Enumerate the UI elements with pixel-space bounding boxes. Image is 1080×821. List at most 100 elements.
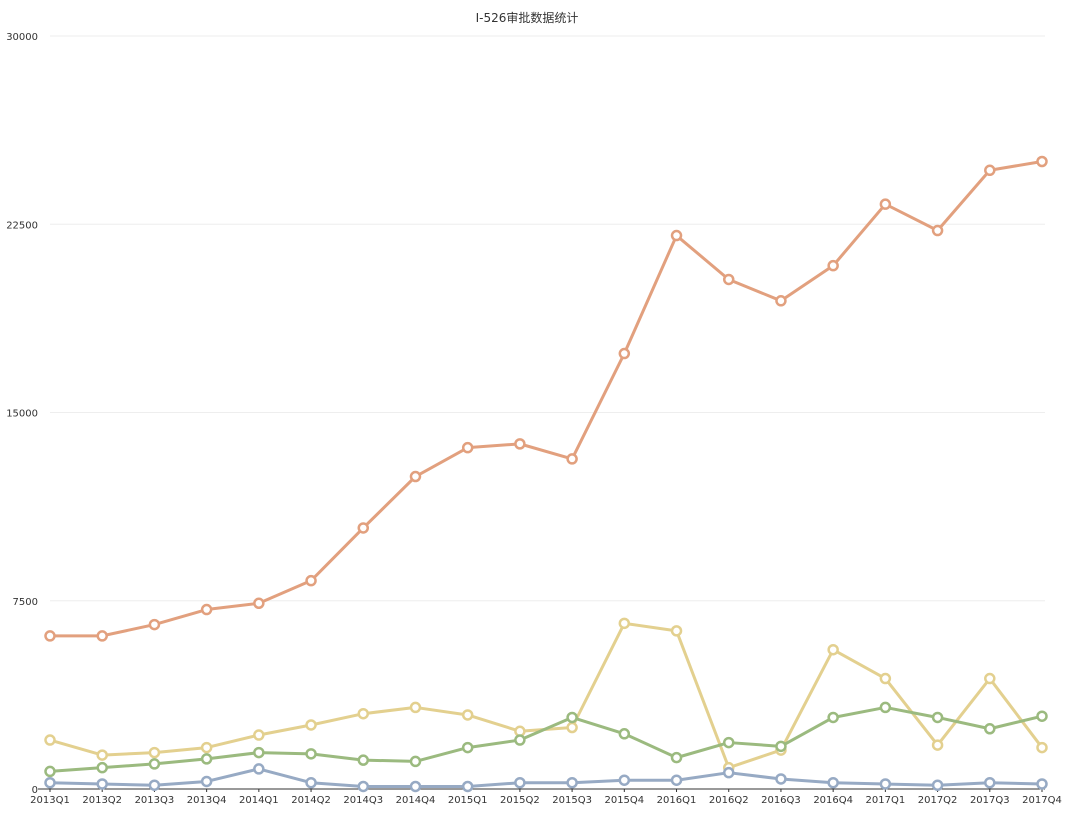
data-point[interactable] xyxy=(776,774,785,783)
data-point[interactable] xyxy=(881,674,890,683)
data-point[interactable] xyxy=(150,759,159,768)
data-point[interactable] xyxy=(463,710,472,719)
axes: 0 7500 15000 22500 30000 2013Q1 2013Q2 2013Q3 20… xyxy=(6,32,1062,806)
data-point[interactable] xyxy=(881,200,890,209)
data-point[interactable] xyxy=(620,349,629,358)
data-point[interactable] xyxy=(1038,712,1047,721)
data-point[interactable] xyxy=(202,605,211,614)
data-point[interactable] xyxy=(985,724,994,733)
data-point[interactable] xyxy=(568,723,577,732)
series-group xyxy=(46,157,1047,791)
data-point[interactable] xyxy=(150,781,159,790)
data-point[interactable] xyxy=(829,713,838,722)
x-tick-label: 2015Q3 xyxy=(552,795,592,806)
data-point[interactable] xyxy=(202,777,211,786)
x-tick-label: 2013Q2 xyxy=(82,795,122,806)
data-point[interactable] xyxy=(202,743,211,752)
x-tick-label: 2016Q3 xyxy=(761,795,801,806)
data-point[interactable] xyxy=(359,523,368,532)
x-tick-label: 2015Q1 xyxy=(448,795,488,806)
data-point[interactable] xyxy=(98,763,107,772)
x-tick-label: 2017Q2 xyxy=(918,795,958,806)
data-point[interactable] xyxy=(254,599,263,608)
x-tick-label: 2013Q1 xyxy=(30,795,70,806)
data-point[interactable] xyxy=(776,296,785,305)
y-tick-label: 15000 xyxy=(6,409,38,420)
x-tick-label: 2017Q3 xyxy=(970,795,1010,806)
data-point[interactable] xyxy=(1038,743,1047,752)
data-point[interactable] xyxy=(411,472,420,481)
data-point[interactable] xyxy=(985,166,994,175)
data-point[interactable] xyxy=(98,631,107,640)
data-point[interactable] xyxy=(463,743,472,752)
data-point[interactable] xyxy=(933,713,942,722)
x-tick-label: 2013Q3 xyxy=(135,795,175,806)
data-point[interactable] xyxy=(46,631,55,640)
data-point[interactable] xyxy=(829,778,838,787)
data-point[interactable] xyxy=(202,754,211,763)
data-point[interactable] xyxy=(933,226,942,235)
x-tick-label: 2015Q4 xyxy=(604,795,644,806)
data-point[interactable] xyxy=(672,776,681,785)
data-point[interactable] xyxy=(985,674,994,683)
data-point[interactable] xyxy=(150,620,159,629)
data-point[interactable] xyxy=(46,767,55,776)
data-point[interactable] xyxy=(672,231,681,240)
series-3 xyxy=(46,703,1047,776)
x-tick-label: 2017Q4 xyxy=(1022,795,1062,806)
data-point[interactable] xyxy=(150,748,159,757)
data-point[interactable] xyxy=(254,764,263,773)
data-point[interactable] xyxy=(724,768,733,777)
data-point[interactable] xyxy=(515,778,524,787)
data-point[interactable] xyxy=(411,757,420,766)
data-point[interactable] xyxy=(933,781,942,790)
data-point[interactable] xyxy=(307,720,316,729)
data-point[interactable] xyxy=(568,713,577,722)
series-line xyxy=(50,707,1042,771)
data-point[interactable] xyxy=(881,779,890,788)
data-point[interactable] xyxy=(254,748,263,757)
data-point[interactable] xyxy=(307,778,316,787)
data-point[interactable] xyxy=(568,454,577,463)
data-point[interactable] xyxy=(307,576,316,585)
data-point[interactable] xyxy=(515,736,524,745)
data-point[interactable] xyxy=(359,782,368,791)
gridlines xyxy=(50,36,1045,601)
data-point[interactable] xyxy=(463,782,472,791)
data-point[interactable] xyxy=(829,261,838,270)
data-point[interactable] xyxy=(985,778,994,787)
data-point[interactable] xyxy=(881,703,890,712)
x-tick-label: 2016Q4 xyxy=(813,795,853,806)
data-point[interactable] xyxy=(254,731,263,740)
data-point[interactable] xyxy=(568,778,577,787)
data-point[interactable] xyxy=(672,753,681,762)
data-point[interactable] xyxy=(1038,779,1047,788)
series-line xyxy=(50,162,1042,636)
data-point[interactable] xyxy=(411,782,420,791)
data-point[interactable] xyxy=(307,749,316,758)
data-point[interactable] xyxy=(359,756,368,765)
data-point[interactable] xyxy=(933,741,942,750)
data-point[interactable] xyxy=(620,619,629,628)
data-point[interactable] xyxy=(672,626,681,635)
data-point[interactable] xyxy=(411,703,420,712)
data-point[interactable] xyxy=(463,443,472,452)
data-point[interactable] xyxy=(98,751,107,760)
data-point[interactable] xyxy=(46,736,55,745)
data-point[interactable] xyxy=(829,645,838,654)
data-point[interactable] xyxy=(98,779,107,788)
x-tick-label: 2013Q4 xyxy=(187,795,227,806)
data-point[interactable] xyxy=(515,439,524,448)
x-tick-label: 2014Q3 xyxy=(343,795,383,806)
data-point[interactable] xyxy=(1038,157,1047,166)
data-point[interactable] xyxy=(724,738,733,747)
data-point[interactable] xyxy=(724,275,733,284)
data-point[interactable] xyxy=(620,729,629,738)
x-tick-label: 2014Q4 xyxy=(396,795,436,806)
x-tick-label: 2014Q1 xyxy=(239,795,279,806)
data-point[interactable] xyxy=(359,709,368,718)
data-point[interactable] xyxy=(776,742,785,751)
y-tick-label: 7500 xyxy=(13,597,38,608)
data-point[interactable] xyxy=(46,778,55,787)
data-point[interactable] xyxy=(620,776,629,785)
